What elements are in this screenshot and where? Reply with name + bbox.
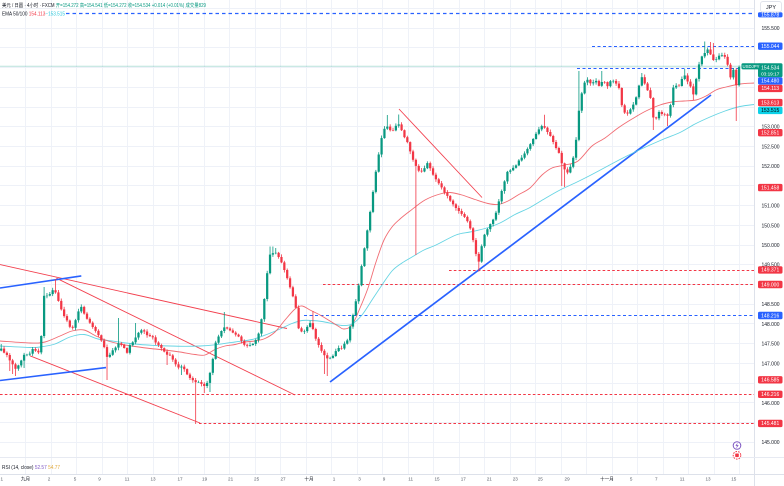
svg-text:RSI (14, close) 52.57 54.77: RSI (14, close) 52.57 54.77 <box>2 465 60 471</box>
svg-text:155.500: 155.500 <box>761 26 779 32</box>
svg-text:九月: 九月 <box>21 476 30 483</box>
svg-text:152.851: 152.851 <box>761 131 779 137</box>
svg-text:27: 27 <box>280 477 286 482</box>
svg-text:145.000: 145.000 <box>761 440 779 446</box>
svg-text:149.000: 149.000 <box>761 282 779 288</box>
svg-text:2: 2 <box>48 477 51 482</box>
svg-text:21: 21 <box>228 477 234 482</box>
svg-text:3: 3 <box>358 477 361 482</box>
svg-text:5: 5 <box>74 477 77 482</box>
svg-text:11: 11 <box>408 477 413 482</box>
svg-text:17: 17 <box>177 477 183 482</box>
svg-text:148.500: 148.500 <box>761 302 779 308</box>
svg-text:15: 15 <box>434 477 440 482</box>
svg-text:11: 11 <box>680 477 685 482</box>
svg-text:03:19:17: 03:19:17 <box>761 72 780 77</box>
svg-text:29: 29 <box>565 477 571 482</box>
svg-text:151.000: 151.000 <box>761 204 779 210</box>
svg-text:5: 5 <box>630 477 633 482</box>
svg-text:美元 / 日圆 · 4小时 · FXCM 开=154.272: 美元 / 日圆 · 4小时 · FXCM 开=154.272 高=154.541… <box>2 2 206 9</box>
svg-text:146.216: 146.216 <box>761 392 779 398</box>
svg-text:149.371: 149.371 <box>761 268 779 274</box>
svg-text:154.113: 154.113 <box>761 86 779 92</box>
svg-text:23: 23 <box>513 477 519 482</box>
svg-text:152.500: 152.500 <box>761 144 779 150</box>
svg-text:13: 13 <box>150 477 156 482</box>
svg-text:JPY: JPY <box>766 5 776 11</box>
svg-text:155.878: 155.878 <box>761 13 779 19</box>
svg-text:7: 7 <box>655 477 658 482</box>
svg-text:154.534: 154.534 <box>761 65 779 71</box>
svg-text:148.000: 148.000 <box>761 322 779 328</box>
svg-text:十一月: 十一月 <box>600 476 614 483</box>
svg-text:21: 21 <box>487 477 493 482</box>
svg-text:148.216: 148.216 <box>761 313 779 319</box>
svg-text:146.585: 146.585 <box>761 378 779 384</box>
svg-text:153.515: 153.515 <box>761 108 779 114</box>
svg-text:13: 13 <box>705 477 711 482</box>
svg-text:146.000: 146.000 <box>761 401 779 407</box>
svg-text:十月: 十月 <box>304 476 313 483</box>
svg-text:154.480: 154.480 <box>761 79 779 85</box>
svg-text:9: 9 <box>98 477 101 482</box>
svg-text:147.500: 147.500 <box>761 342 779 348</box>
svg-text:155.044: 155.044 <box>761 44 779 50</box>
svg-text:145.481: 145.481 <box>761 421 779 427</box>
svg-text:25: 25 <box>538 477 544 482</box>
svg-text:152.000: 152.000 <box>761 164 779 170</box>
svg-text:1: 1 <box>333 477 336 482</box>
svg-text:1: 1 <box>1 477 4 482</box>
svg-text:EMA 50/100 154.113−153.515: EMA 50/100 154.113−153.515 <box>2 11 65 17</box>
svg-text:19: 19 <box>202 477 208 482</box>
svg-text:147.000: 147.000 <box>761 361 779 367</box>
svg-text:153.000: 153.000 <box>761 125 779 131</box>
svg-text:150.000: 150.000 <box>761 243 779 249</box>
svg-text:151.458: 151.458 <box>761 185 779 191</box>
svg-text:17: 17 <box>461 477 467 482</box>
svg-text:150.500: 150.500 <box>761 223 779 229</box>
svg-text:USDJPY: USDJPY <box>743 64 760 69</box>
svg-text:149.500: 149.500 <box>761 263 779 269</box>
svg-text:25: 25 <box>254 477 260 482</box>
svg-text:9: 9 <box>383 477 386 482</box>
svg-text:153.613: 153.613 <box>761 100 779 106</box>
svg-text:15: 15 <box>731 477 737 482</box>
svg-text:11: 11 <box>125 477 130 482</box>
